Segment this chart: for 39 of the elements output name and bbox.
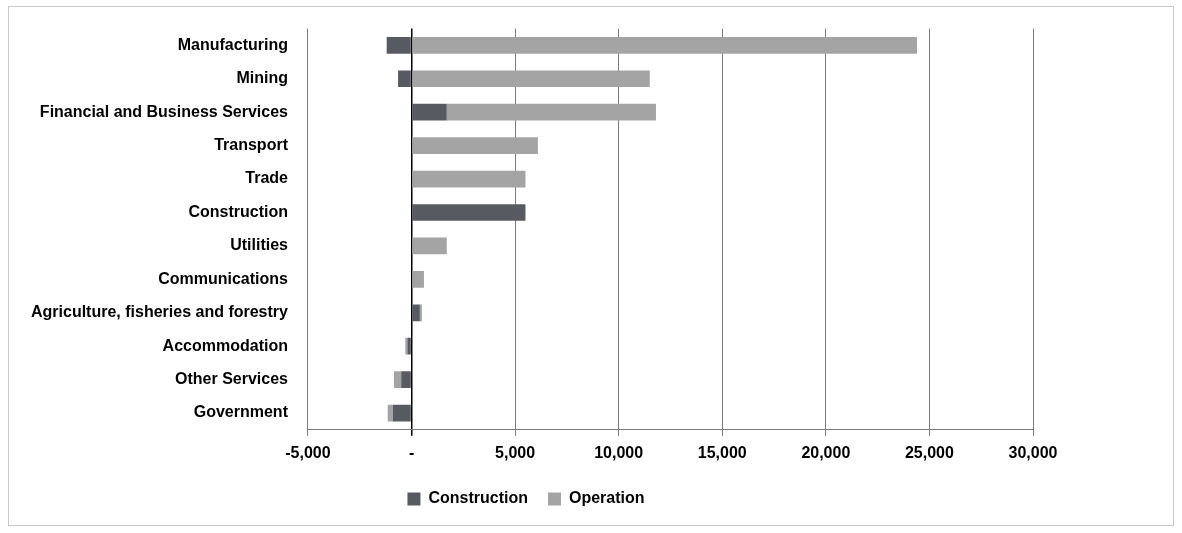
x-tick-label: 10,000 [594, 443, 644, 461]
x-tick-label: 5,000 [495, 443, 536, 461]
y-tick-label: Agriculture, fisheries and forestry [30, 303, 289, 321]
bar [412, 103, 447, 121]
y-tick-label: Other Services [175, 370, 289, 388]
y-tick-label: Financial and Business Services [39, 102, 289, 120]
bar [393, 371, 402, 389]
bar [412, 170, 526, 188]
bar [412, 70, 650, 88]
bar [419, 304, 422, 322]
y-tick-label: Construction [188, 202, 288, 220]
bar [412, 137, 538, 154]
y-tick-label: Mining [236, 69, 288, 87]
x-tick-label: -5,000 [285, 443, 331, 461]
y-tick-label: Communications [158, 269, 289, 287]
bar [412, 304, 420, 322]
x-tick-label: 15,000 [697, 443, 747, 461]
legend-label: Operation [568, 489, 645, 507]
y-tick-label: Accommodation [162, 336, 288, 354]
bar [392, 404, 411, 422]
bar [387, 404, 393, 422]
bar [412, 204, 526, 221]
x-tick-label: 30,000 [1008, 443, 1058, 461]
bar [412, 237, 447, 255]
bar [401, 371, 411, 389]
legend-label: Construction [428, 489, 528, 507]
y-tick-label: Manufacturing [177, 35, 288, 53]
y-tick-label: Trade [245, 169, 289, 187]
bar [386, 36, 411, 54]
y-tick-label: Utilities [230, 236, 289, 254]
bar [412, 36, 917, 54]
y-tick-label: Government [193, 403, 289, 421]
x-tick-label: 25,000 [904, 443, 954, 461]
x-tick-label: - [408, 443, 415, 461]
bar [398, 70, 411, 88]
bar [412, 270, 424, 288]
bar [446, 103, 656, 121]
y-tick-label: Transport [214, 136, 289, 154]
x-tick-label: 20,000 [801, 443, 851, 461]
